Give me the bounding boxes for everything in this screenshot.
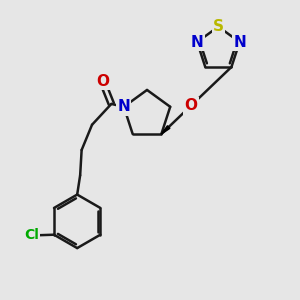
Text: N: N bbox=[118, 99, 130, 114]
Text: N: N bbox=[233, 34, 246, 50]
Text: O: O bbox=[96, 74, 109, 89]
Text: S: S bbox=[213, 19, 224, 34]
Polygon shape bbox=[161, 126, 170, 134]
Text: N: N bbox=[191, 34, 203, 50]
Text: Cl: Cl bbox=[24, 228, 39, 242]
Text: O: O bbox=[184, 98, 197, 113]
